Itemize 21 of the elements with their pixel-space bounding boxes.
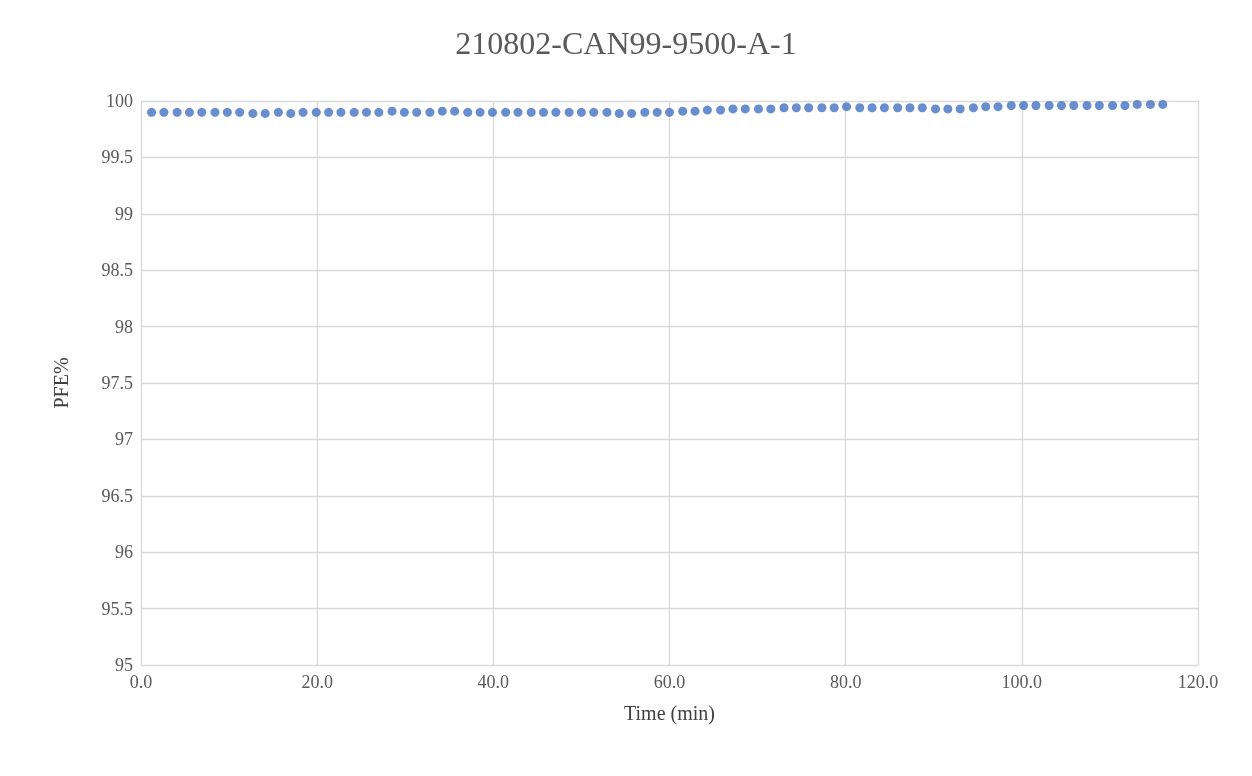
x-tick-label: 80.0 [829, 672, 862, 692]
chart-title: 210802-CAN99-9500-A-1 [455, 25, 797, 61]
y-tick-label: 95 [115, 655, 133, 675]
y-tick-label: 97 [115, 429, 133, 450]
x-tick-label: 120.0 [1177, 672, 1219, 692]
x-tick-label: 40.0 [477, 672, 510, 692]
y-tick-label: 99.5 [101, 147, 133, 168]
y-tick-label: 96 [115, 542, 133, 563]
y-tick-label: 98.5 [101, 260, 133, 281]
y-tick-label: 98 [115, 316, 133, 337]
y-tick-label: 100 [106, 91, 133, 111]
x-tick-label: 20.0 [301, 672, 333, 692]
y-tick-label: 99 [115, 203, 133, 224]
x-axis-title: Time (min) [624, 702, 715, 725]
y-tick-label: 95.5 [101, 598, 133, 619]
x-tick-label: 100.0 [1001, 672, 1043, 692]
x-tick-label: 0.0 [129, 672, 153, 692]
y-axis-title: PFE% [50, 357, 72, 409]
x-tick-label: 60.0 [653, 672, 686, 692]
y-tick-label: 96.5 [101, 485, 133, 506]
y-tick-label: 97.5 [101, 373, 133, 393]
